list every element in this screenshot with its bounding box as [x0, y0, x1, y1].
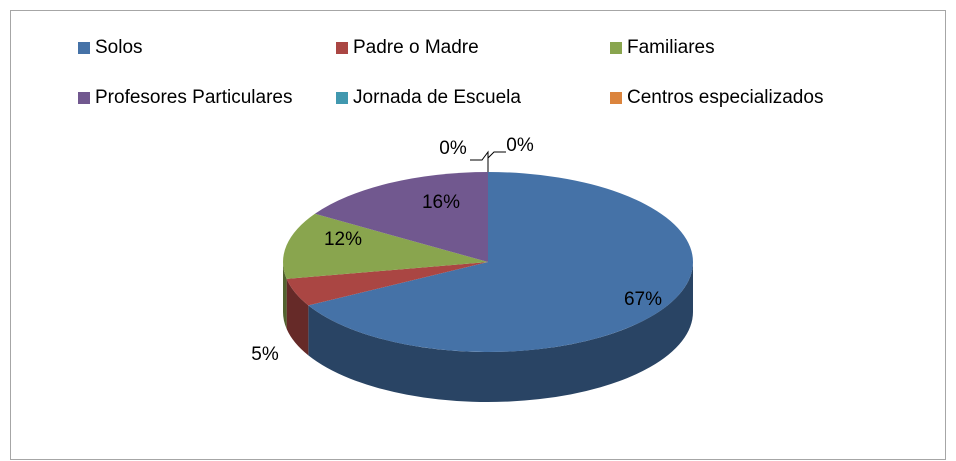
pie-slice [286, 262, 488, 306]
legend-label: Centros especializados [627, 87, 823, 108]
pie-slice-side [283, 262, 287, 329]
leader-line [487, 151, 506, 172]
legend-label: Profesores Particulares [95, 87, 292, 108]
legend-swatch [336, 92, 348, 104]
legend-swatch [610, 42, 622, 54]
pie-slice [308, 172, 693, 352]
data-label: 5% [251, 344, 279, 365]
legend-swatch [78, 92, 90, 104]
legend-label: Padre o Madre [353, 37, 479, 58]
data-label: 67% [624, 289, 662, 310]
legend-label: Familiares [627, 37, 715, 58]
pie-slice [283, 213, 488, 279]
legend-label: Jornada de Escuela [353, 87, 521, 108]
pie-slice [314, 172, 488, 262]
legend-swatch [78, 42, 90, 54]
data-label: 12% [324, 229, 362, 250]
pie-slice-side [286, 278, 309, 356]
legend-swatch [336, 42, 348, 54]
data-label: 0% [439, 138, 467, 159]
legend-label: Solos [95, 37, 143, 58]
data-label: 0% [506, 135, 534, 156]
data-label: 16% [422, 192, 460, 213]
legend-swatch [610, 92, 622, 104]
pie-slice-side [308, 262, 693, 403]
